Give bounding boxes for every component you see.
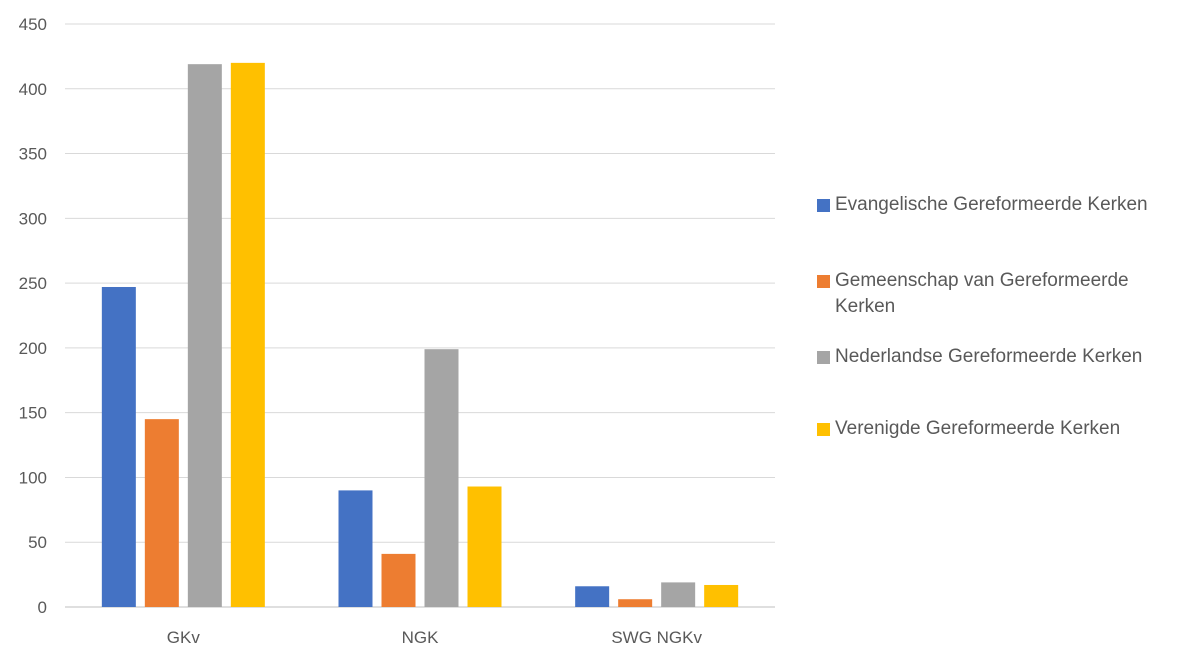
- legend-label: Evangelische Gereformeerde Kerken: [835, 194, 1148, 215]
- gridlines: [65, 23, 775, 608]
- legend-label: Gemeenschap van Gereformeerde Kerken: [835, 270, 1129, 317]
- bar: [424, 349, 459, 607]
- legend-item-evangelische: Evangelische Gereformeerde Kerken: [817, 192, 1185, 218]
- y-tick-label: 450: [19, 15, 47, 34]
- x-category-label: SWG NGKv: [611, 628, 702, 647]
- y-tick-label: 400: [19, 80, 47, 99]
- legend-swatch: [817, 275, 830, 288]
- bar: [704, 584, 739, 607]
- bar: [187, 64, 222, 607]
- y-tick-label: 100: [19, 468, 47, 487]
- y-tick-label: 250: [19, 274, 47, 293]
- y-axis-ticks: 0 50 100 150 200 250 300 350 400 450: [19, 15, 47, 617]
- bar: [381, 553, 416, 607]
- legend-label: Verenigde Gereformeerde Kerken: [835, 418, 1121, 439]
- bar: [144, 419, 179, 607]
- y-tick-label: 150: [19, 404, 47, 423]
- legend-item-gemeenschap: Gemeenschap van Gereformeerde Kerken: [817, 268, 1165, 320]
- bar: [618, 599, 653, 607]
- legend-item-nederlandse: Nederlandse Gereformeerde Kerken: [817, 344, 1185, 370]
- y-tick-label: 50: [28, 533, 47, 552]
- bars: [101, 62, 739, 608]
- x-axis-categories: GKv NGK SWG NGKv: [167, 628, 703, 647]
- legend-swatch: [817, 199, 830, 212]
- legend-label: Nederlandse Gereformeerde Kerken: [835, 346, 1143, 367]
- bar: [661, 582, 696, 607]
- y-tick-label: 200: [19, 339, 47, 358]
- legend-swatch: [817, 423, 830, 436]
- bar: [338, 490, 373, 607]
- x-category-label: NGK: [402, 628, 440, 647]
- bar: [575, 586, 610, 607]
- legend-item-verenigde: Verenigde Gereformeerde Kerken: [817, 416, 1185, 442]
- y-tick-label: 350: [19, 145, 47, 164]
- bar: [467, 486, 502, 607]
- x-category-label: GKv: [167, 628, 201, 647]
- bar: [230, 62, 265, 608]
- bar: [101, 286, 136, 607]
- y-tick-label: 0: [38, 598, 47, 617]
- y-tick-label: 300: [19, 209, 47, 228]
- legend-swatch: [817, 351, 830, 364]
